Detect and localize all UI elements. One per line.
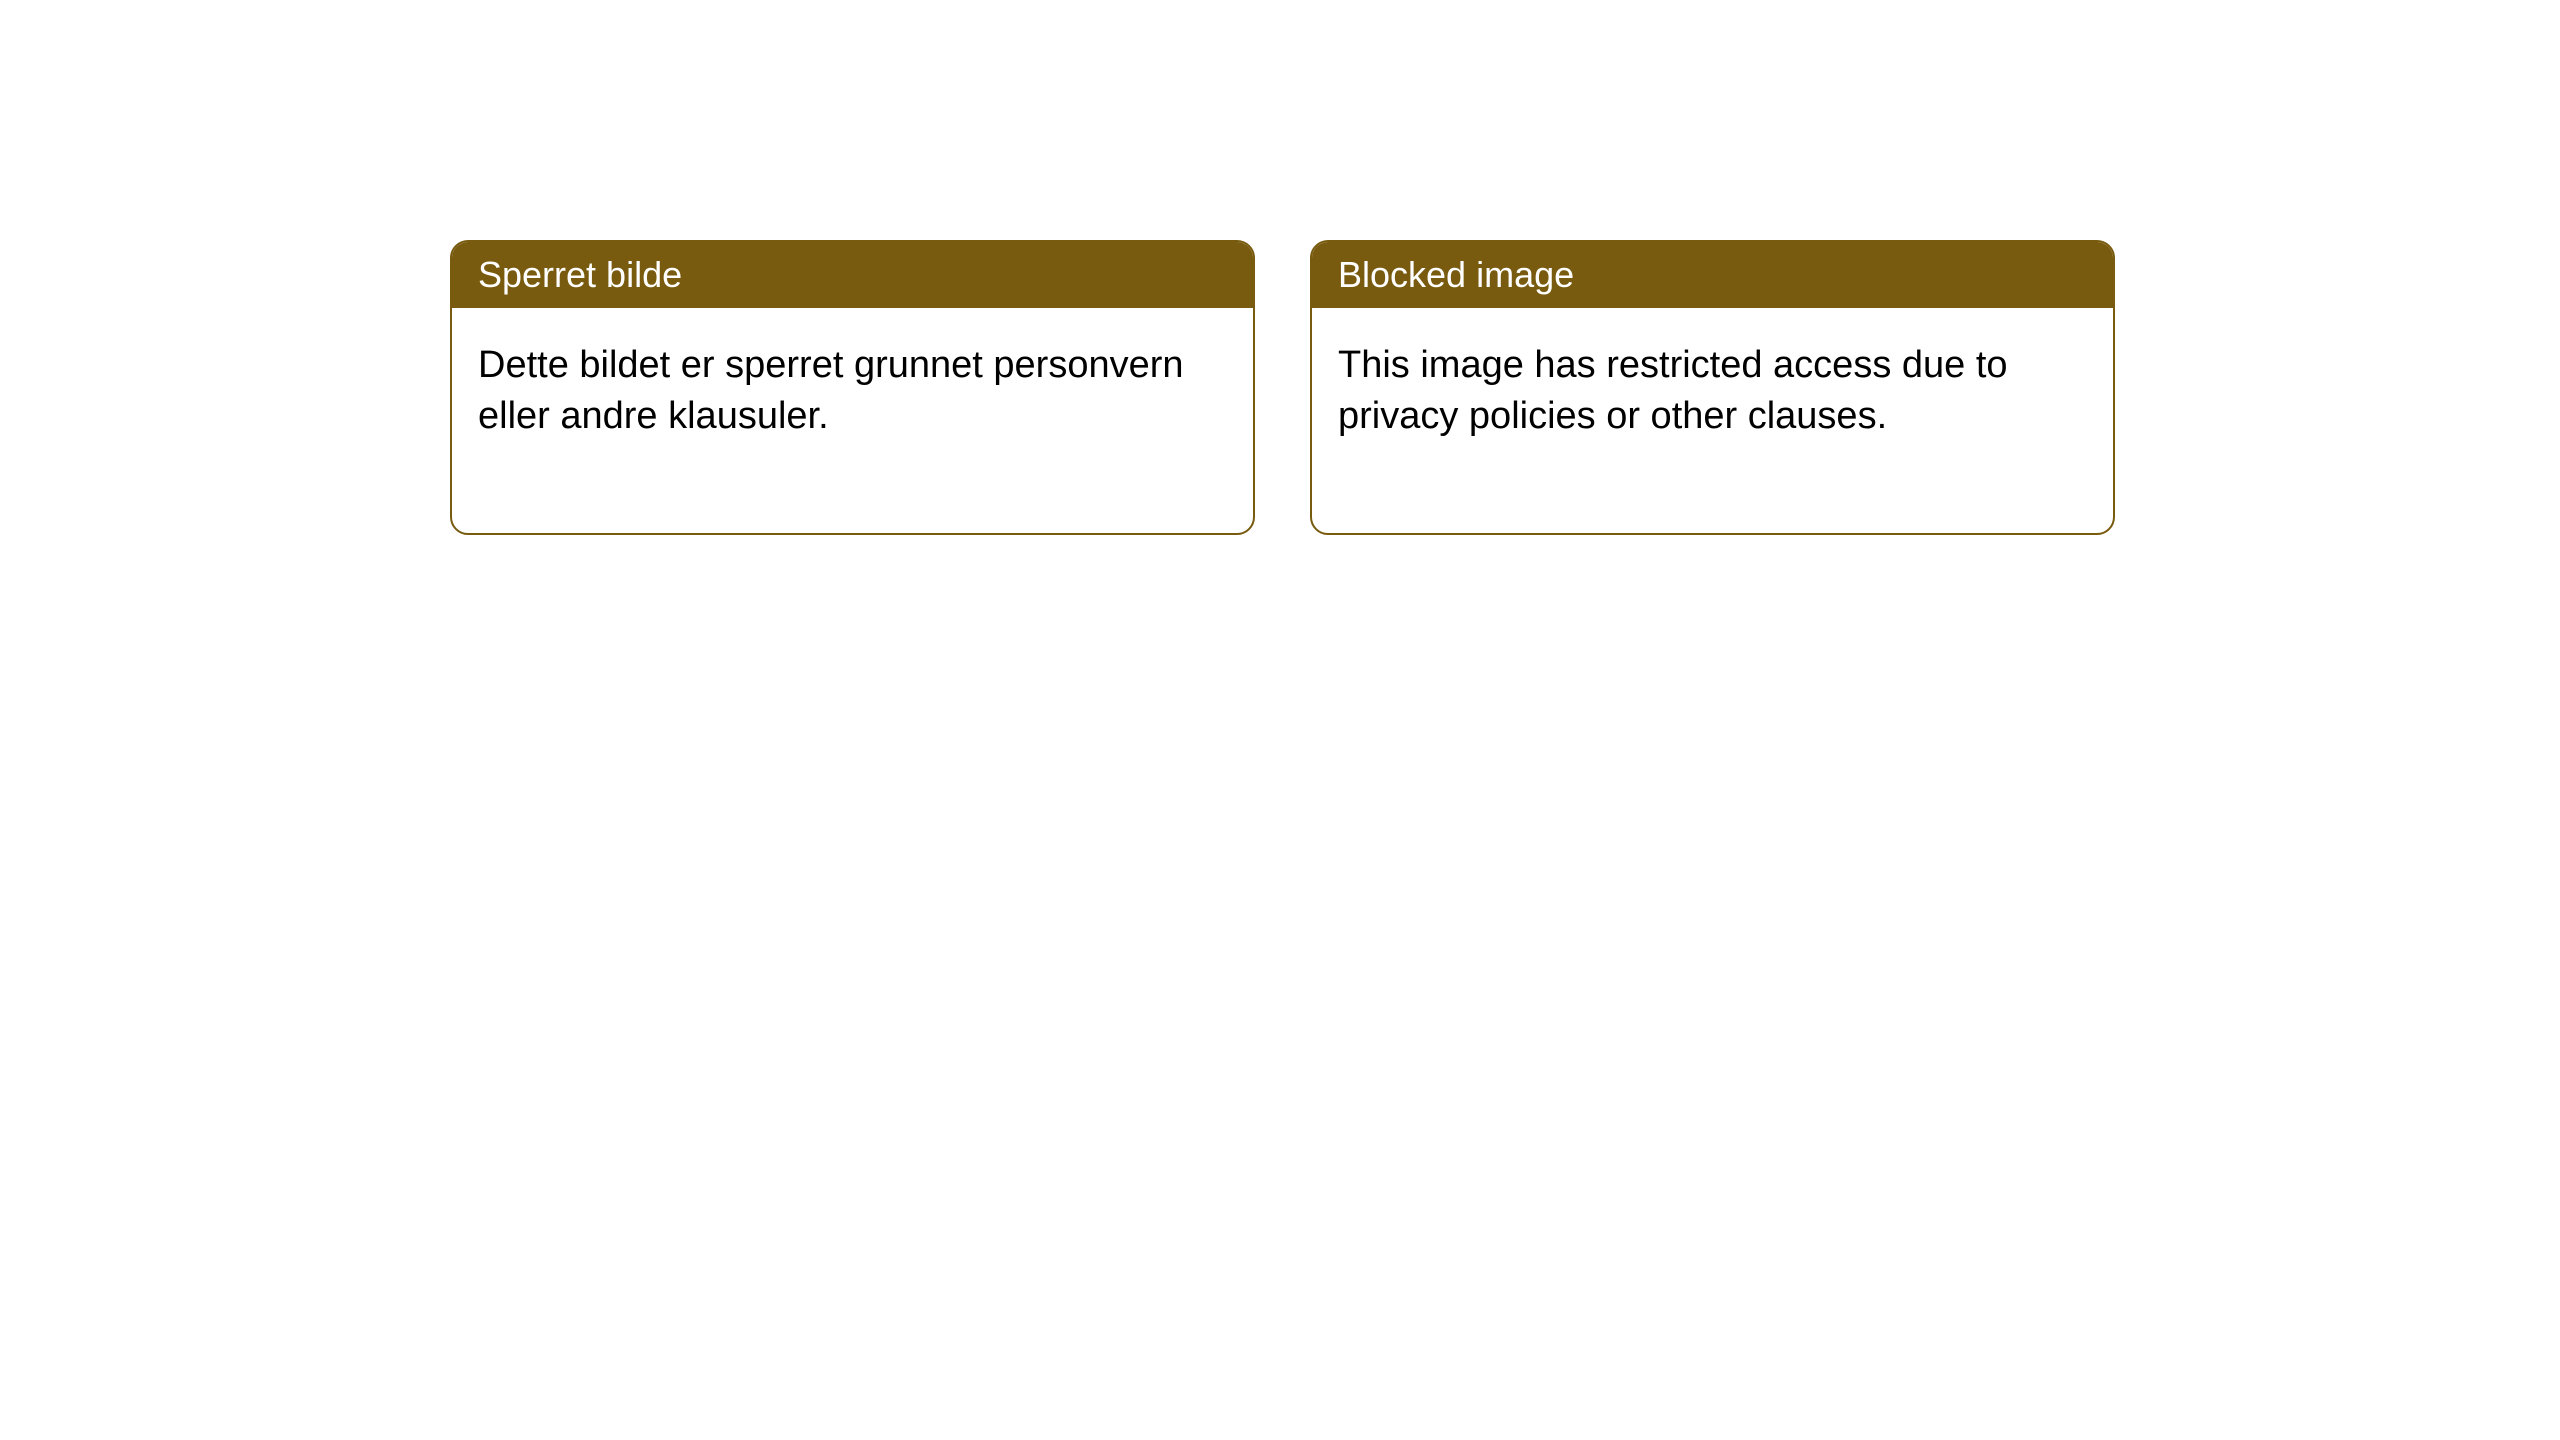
card-header: Sperret bilde (452, 242, 1253, 308)
notice-card-norwegian: Sperret bilde Dette bildet er sperret gr… (450, 240, 1255, 535)
card-header: Blocked image (1312, 242, 2113, 308)
card-body: Dette bildet er sperret grunnet personve… (452, 308, 1253, 533)
card-body: This image has restricted access due to … (1312, 308, 2113, 533)
notice-card-english: Blocked image This image has restricted … (1310, 240, 2115, 535)
notice-cards-container: Sperret bilde Dette bildet er sperret gr… (450, 240, 2560, 535)
